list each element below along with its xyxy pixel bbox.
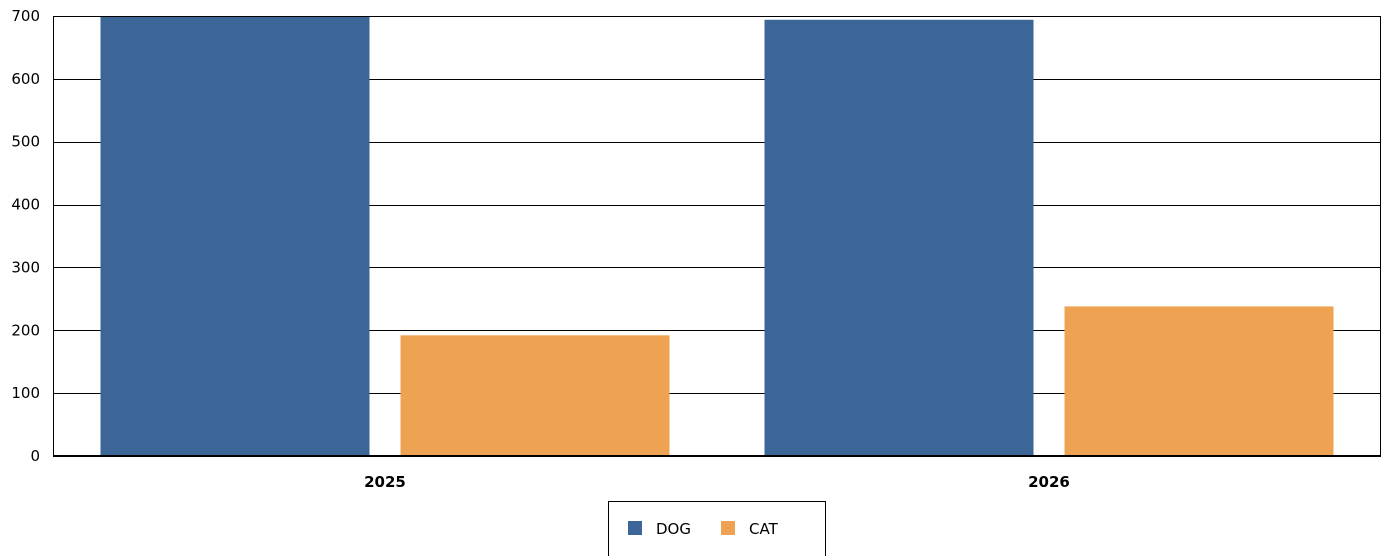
legend: DOG CAT: [608, 501, 826, 556]
y-tick-label: 400: [11, 196, 40, 214]
y-axis-tick-labels: 0 100 200 300 400 500 600 700: [11, 7, 40, 465]
y-tick-label: 0: [30, 447, 40, 465]
x-axis-tick-labels: 2025 2026: [364, 473, 1070, 491]
bar-cat-2025: [400, 335, 670, 456]
legend-box: [608, 501, 826, 556]
legend-swatch-cat: [721, 521, 735, 535]
y-tick-label: 300: [11, 258, 40, 276]
y-tick-label: 100: [11, 384, 40, 402]
y-tick-label: 200: [11, 321, 40, 339]
x-tick-label-2025: 2025: [364, 473, 406, 491]
legend-label-dog: DOG: [656, 520, 691, 538]
legend-swatch-dog: [628, 521, 642, 535]
bar-cat-2026: [1064, 306, 1334, 456]
x-tick-label-2026: 2026: [1028, 473, 1070, 491]
y-tick-label: 700: [11, 7, 40, 25]
bar-dog-2025: [100, 16, 370, 456]
legend-label-cat: CAT: [749, 520, 779, 538]
bar-dog-2026: [764, 19, 1034, 457]
y-tick-label: 500: [11, 133, 40, 151]
y-tick-label: 600: [11, 70, 40, 88]
bars: [100, 16, 1334, 457]
